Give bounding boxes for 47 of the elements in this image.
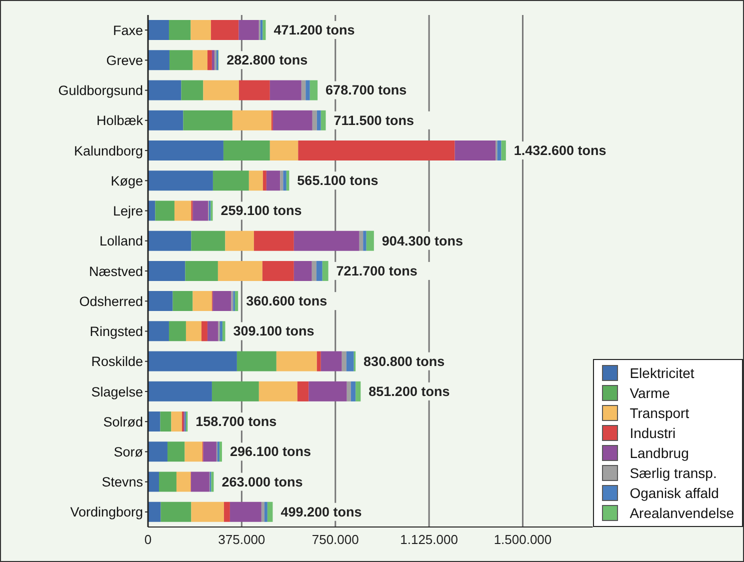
total-label: 904.300 tons — [382, 233, 463, 248]
total-label: 282.800 tons — [226, 52, 308, 68]
x-tick-label: 375.000 — [218, 532, 266, 548]
total-label: 711.500 tons — [334, 112, 414, 128]
y-tick-label: Lejre — [112, 204, 143, 219]
legend-label: Særlig transp. — [630, 465, 717, 481]
legend-label: Oganisk affald — [630, 485, 719, 501]
x-tick-label: 0 — [144, 532, 152, 548]
total-label: 830.800 tons — [364, 354, 445, 369]
total-label: 1.432.600 tons — [514, 142, 606, 158]
y-tick-label: Solrød — [103, 414, 143, 430]
y-tick-label: Roskilde — [91, 354, 143, 370]
total-label: 360.600 tons — [246, 294, 328, 309]
total-label: 499.200 tons — [280, 504, 362, 520]
total-label: 678.700 tons — [326, 82, 407, 98]
y-tick-label: Guldborgsund — [58, 83, 143, 98]
y-tick-label: Odsherred — [79, 294, 143, 309]
legend-label: Landbrug — [630, 445, 689, 461]
total-label: 471.200 tons — [274, 22, 355, 38]
y-tick-label: Næstved — [88, 264, 143, 279]
y-tick-label: Kalundborg — [74, 143, 143, 158]
x-tick-label: 1.125.000 — [400, 532, 458, 548]
y-tick-label: Ringsted — [90, 324, 143, 340]
y-tick-label: Lolland — [99, 234, 143, 249]
x-tick-label: 1.500.000 — [494, 532, 552, 548]
x-tick-label: 750.000 — [312, 532, 359, 548]
total-label: 259.100 tons — [220, 203, 302, 218]
y-tick-label: Faxe — [112, 22, 143, 38]
total-label: 263.000 tons — [222, 474, 303, 490]
y-tick-label: Greve — [106, 52, 143, 68]
legend-label: Varme — [630, 385, 670, 401]
total-label: 158.700 tons — [196, 414, 277, 430]
total-label: 296.100 tons — [230, 444, 312, 460]
legend-label: Transport — [630, 405, 690, 421]
y-tick-label: Køge — [110, 173, 143, 188]
total-label: 721.700 tons — [336, 263, 418, 278]
total-label: 851.200 tons — [368, 384, 450, 399]
total-label: 565.100 tons — [297, 173, 378, 188]
legend-label: Industri — [630, 425, 676, 441]
legend-label: Elektricitet — [630, 365, 694, 381]
y-tick-label: Vordingborg — [70, 504, 143, 520]
y-tick-label: Sorø — [114, 444, 143, 460]
legend-label: Arealanvendelse — [630, 505, 734, 521]
y-tick-label: Holbæk — [96, 113, 144, 128]
total-label: 309.100 tons — [233, 324, 314, 339]
y-tick-label: Slagelse — [91, 384, 143, 400]
y-tick-label: Stevns — [102, 474, 144, 490]
